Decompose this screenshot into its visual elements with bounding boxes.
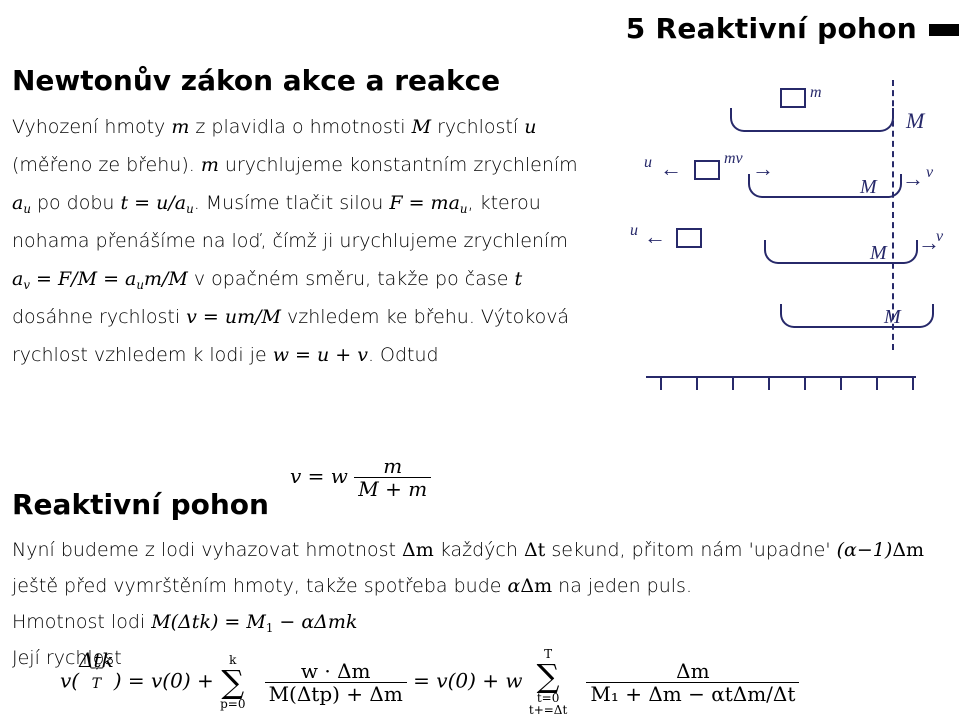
lbl-v-1: v xyxy=(926,164,933,182)
sum1-bot: p=0 xyxy=(220,698,245,710)
t7: . Musíme tlačit silou xyxy=(194,192,390,214)
sum1-sigma: ∑ xyxy=(220,666,245,698)
v0plus: ) = v(0) + xyxy=(114,669,220,693)
eq-Mtk: M(Δtk) = M1 − αΔmk xyxy=(151,611,357,633)
tick xyxy=(696,376,698,390)
lbl-u-1: u xyxy=(644,154,652,172)
title-reactive: Reaktivní pohon xyxy=(12,488,269,521)
sym-av: av = F/M = aum/M xyxy=(12,268,188,290)
lbl-M-3: M xyxy=(870,242,887,265)
sym-m2: m xyxy=(201,154,219,176)
t12: vzhledem ke břehu. Výtoková xyxy=(281,306,569,328)
sum2-sigma: ∑ xyxy=(529,660,567,692)
frac2-num: Δm xyxy=(586,660,799,682)
v-open: v( xyxy=(60,669,79,693)
sym-m: m xyxy=(171,116,189,138)
t8: , kterou xyxy=(467,192,540,214)
boat-2 xyxy=(748,174,902,198)
sum-1: k ∑ p=0 xyxy=(220,654,245,710)
t2: z plavidla o hmotnosti xyxy=(189,116,411,138)
vw-num: m xyxy=(354,455,431,477)
frac1-num: w · Δm xyxy=(265,660,407,682)
tick xyxy=(768,376,770,390)
sym-u: u xyxy=(524,116,536,138)
t9: nohama přenášíme na loď, čímž ji urychlu… xyxy=(12,230,568,252)
frac2-den: M₁ + Δm − αtΔm/Δt xyxy=(586,682,799,705)
boat-1 xyxy=(730,108,894,132)
t10: v opačném směru, takže po čase xyxy=(188,268,515,290)
eq-tuau: t = u/au xyxy=(121,192,194,214)
underbrace-T: Δtk ︸ T xyxy=(79,648,114,692)
ub-label: T xyxy=(79,676,114,692)
eq-v0w: = v(0) + w xyxy=(413,669,529,693)
frac-1: w · Δm M(Δtp) + Δm xyxy=(265,660,407,705)
tick xyxy=(732,376,734,390)
section-header: 5 Reaktivní pohon xyxy=(626,12,917,45)
sym-t: t xyxy=(514,268,522,290)
t5: urychlujeme konstantním zrychlením xyxy=(219,154,578,176)
mass-box-3 xyxy=(676,228,702,248)
p2c: sekund, přitom nám 'upadne' xyxy=(545,539,836,561)
frac1-den: M(Δtp) + Δm xyxy=(265,682,407,705)
boat-3 xyxy=(764,240,918,264)
dt1: Δt xyxy=(524,539,545,561)
tick xyxy=(912,376,914,390)
tick xyxy=(840,376,842,390)
mass-box-2 xyxy=(694,160,720,180)
t11: dosáhne rychlosti xyxy=(12,306,186,328)
t14: . Odtud xyxy=(368,344,439,366)
frac-2: Δm M₁ + Δm − αtΔm/Δt xyxy=(586,660,799,705)
sum2-bot: t=0t+=Δt xyxy=(529,692,567,716)
arrow-u-2 xyxy=(644,224,666,250)
header-rule xyxy=(929,24,959,36)
alpha1: (α−1)Δm xyxy=(837,539,924,561)
lbl-M-4: M xyxy=(884,306,901,329)
tick xyxy=(660,376,662,390)
t4: (měřeno ze břehu). xyxy=(12,154,201,176)
paragraph-1: Vyhození hmoty m z plavidla o hmotnosti … xyxy=(12,108,612,374)
t13: rychlost vzhledem k lodi je xyxy=(12,344,273,366)
vw-left: v = w xyxy=(290,464,348,488)
lbl-u-2: u xyxy=(630,222,638,240)
vw-frac: m M + m xyxy=(354,455,431,500)
t1: Vyhození hmoty xyxy=(12,116,171,138)
p2f: Hmotnost lodi xyxy=(12,611,151,633)
p2e: na jeden puls. xyxy=(552,575,692,597)
vw-den: M + m xyxy=(354,477,431,500)
boat-4 xyxy=(780,304,934,328)
sym-au: au xyxy=(12,192,31,214)
sym-M: M xyxy=(412,116,431,138)
eq-wuv: w = u + v xyxy=(273,344,368,366)
lbl-m-1: m xyxy=(810,84,822,102)
dm1: Δm xyxy=(402,539,434,561)
eq-Fmau: F = mau xyxy=(389,192,467,214)
p2a: Nyní budeme z lodi vyhazovat hmotnost xyxy=(12,539,402,561)
tick xyxy=(804,376,806,390)
lbl-v-2: v xyxy=(936,228,943,246)
formula-vw: v = w m M + m xyxy=(290,455,431,500)
p2b: každých xyxy=(434,539,524,561)
eq-vum: v = um/M xyxy=(186,306,281,328)
lbl-M-1: M xyxy=(906,108,924,134)
lbl-mv-1: mv xyxy=(724,150,743,168)
tick xyxy=(876,376,878,390)
lbl-M-2: M xyxy=(860,176,877,199)
alpha-dm: αΔm xyxy=(508,575,553,597)
sketch-diagram: m M u mv M v u M v M xyxy=(630,80,940,410)
t6: po dobu xyxy=(31,192,121,214)
t3: rychlostí xyxy=(431,116,524,138)
mass-box-1 xyxy=(780,88,806,108)
arrow-u-1 xyxy=(660,156,682,182)
p2d: ještě před vymrštěním hmoty, takže spotř… xyxy=(12,575,508,597)
title-newton: Newtonův zákon akce a reakce xyxy=(12,64,500,97)
arrow-v-1 xyxy=(902,166,924,192)
